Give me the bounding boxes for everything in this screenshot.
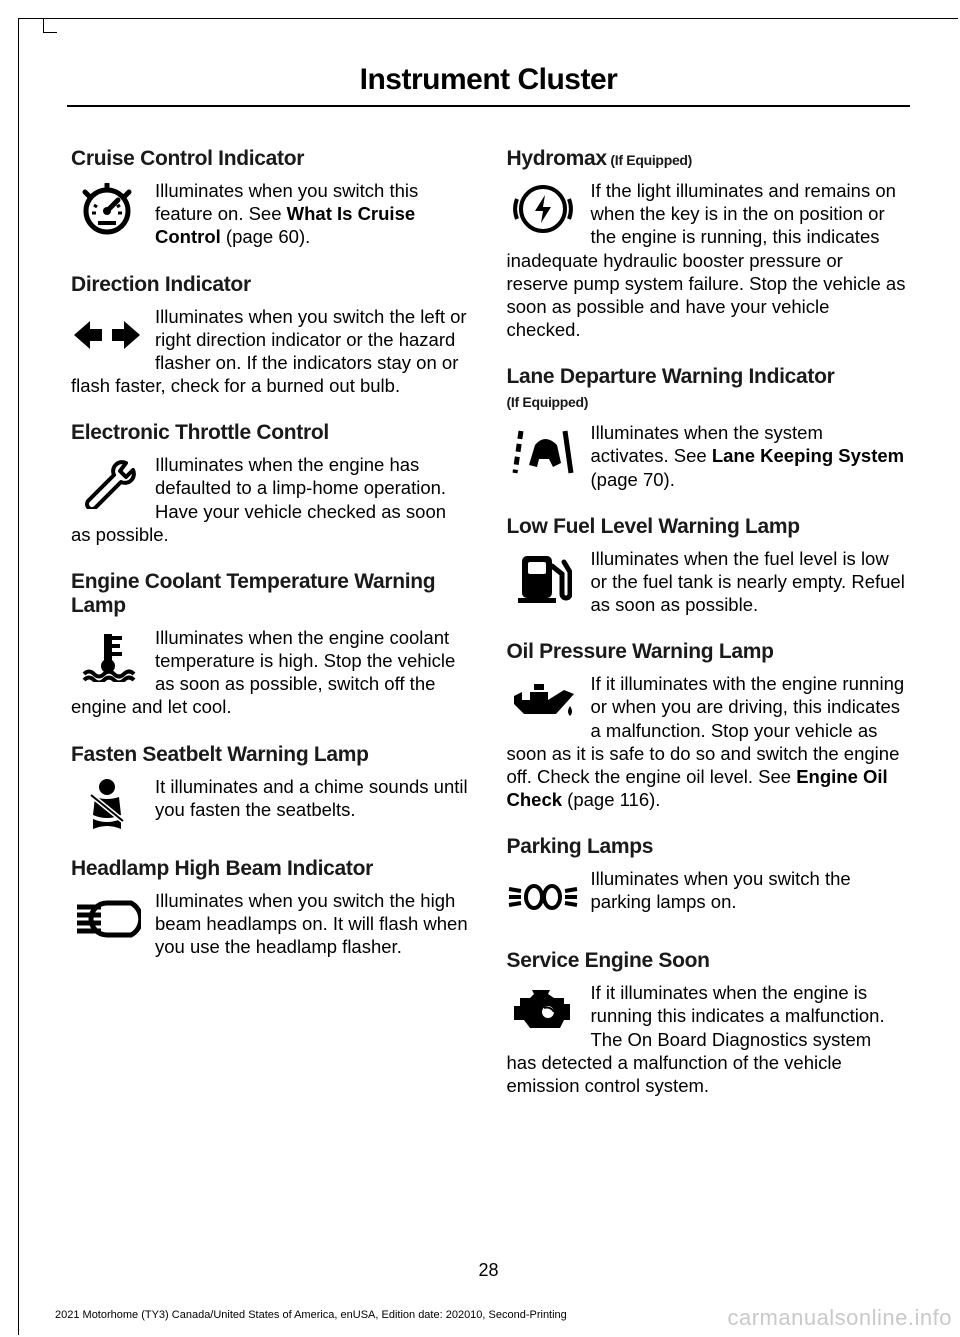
hydromax-icon — [507, 181, 579, 237]
parking-lamps-icon — [507, 869, 579, 925]
heading-hydromax-main: Hydromax — [507, 147, 607, 170]
heading-fuel: Low Fuel Level Warning Lamp — [507, 515, 907, 539]
heading-hydromax-sub: (If Equipped) — [607, 152, 692, 168]
text-lane-bold: Lane Keeping System — [712, 445, 904, 466]
heading-lane: Lane Departure Warning Indicator (If Equ… — [507, 365, 907, 413]
heading-direction: Direction Indicator — [71, 273, 471, 297]
oil-can-icon — [507, 674, 579, 730]
para-parking: Illuminates when you switch the parking … — [507, 867, 907, 925]
crop-mark — [43, 19, 57, 33]
para-throttle: Illuminates when the engine has defaulte… — [71, 453, 471, 546]
text-parking: Illuminates when you switch the parking … — [591, 868, 851, 912]
section-seatbelt: Fasten Seatbelt Warning Lamp It illumina… — [71, 743, 471, 833]
page-number: 28 — [19, 1260, 958, 1281]
lane-departure-icon — [507, 423, 579, 479]
heading-lane-sub: (If Equipped) — [507, 394, 589, 410]
check-engine-icon — [507, 983, 579, 1039]
footer-meta: 2021 Motorhome (TY3) Canada/United State… — [55, 1309, 567, 1321]
chapter-title: Instrument Cluster — [19, 63, 958, 97]
text-cruise-post: (page 60). — [221, 226, 310, 247]
left-column: Cruise Control Indicator — [71, 147, 471, 1121]
para-highbeam: Illuminates when you switch the high bea… — [71, 889, 471, 958]
para-service: If it illuminates when the engine is run… — [507, 981, 907, 1097]
heading-service: Service Engine Soon — [507, 949, 907, 973]
heading-highbeam: Headlamp High Beam Indicator — [71, 857, 471, 881]
heading-coolant: Engine Coolant Temperature Warning Lamp — [71, 570, 471, 618]
heading-parking: Parking Lamps — [507, 835, 907, 859]
page-header: Instrument Cluster — [19, 19, 958, 107]
para-seatbelt: It illuminates and a chime sounds until … — [71, 775, 471, 833]
section-fuel: Low Fuel Level Warning Lamp Illuminates … — [507, 515, 907, 617]
section-oil: Oil Pressure Warning Lamp If it illumina… — [507, 640, 907, 811]
para-direction: Illuminates when you switch the left or … — [71, 305, 471, 398]
text-fuel: Illuminates when the fuel level is low o… — [591, 548, 905, 615]
para-coolant: Illuminates when the engine coolant temp… — [71, 626, 471, 719]
text-seatbelt: It illuminates and a chime sounds until … — [155, 776, 468, 820]
section-service: Service Engine Soon If it illuminates wh… — [507, 949, 907, 1097]
section-parking: Parking Lamps — [507, 835, 907, 925]
heading-lane-main: Lane Departure Warning Indicator — [507, 365, 835, 388]
para-fuel: Illuminates when the fuel level is low o… — [507, 547, 907, 616]
heading-cruise: Cruise Control Indicator — [71, 147, 471, 171]
heading-throttle: Electronic Throttle Control — [71, 421, 471, 445]
section-direction: Direction Indicator Illuminates when you… — [71, 273, 471, 398]
content-columns: Cruise Control Indicator — [19, 107, 958, 1121]
direction-indicator-icon — [71, 307, 143, 363]
section-hydromax: Hydromax (If Equipped) If the light illu… — [507, 147, 907, 341]
section-cruise: Cruise Control Indicator — [71, 147, 471, 249]
cruise-control-icon — [71, 181, 143, 237]
section-highbeam: Headlamp High Beam Indicator Illuminates… — [71, 857, 471, 959]
watermark: carmanualsonline.info — [727, 1305, 952, 1331]
heading-seatbelt: Fasten Seatbelt Warning Lamp — [71, 743, 471, 767]
text-highbeam: Illuminates when you switch the high bea… — [155, 890, 468, 957]
seatbelt-icon — [71, 777, 143, 833]
para-hydromax: If the light illuminates and remains on … — [507, 179, 907, 341]
para-lane: Illuminates when the system activates. S… — [507, 421, 907, 490]
wrench-icon — [71, 455, 143, 511]
section-lane: Lane Departure Warning Indicator (If Equ… — [507, 365, 907, 491]
para-cruise: Illuminates when you switch this feature… — [71, 179, 471, 248]
high-beam-icon — [71, 891, 143, 947]
para-oil: If it illuminates with the engine runnin… — [507, 672, 907, 811]
heading-hydromax: Hydromax (If Equipped) — [507, 147, 907, 171]
heading-oil: Oil Pressure Warning Lamp — [507, 640, 907, 664]
text-lane-post: (page 70). — [591, 469, 675, 490]
fuel-icon — [507, 549, 579, 605]
page-frame: Instrument Cluster Cruise Control Indica… — [18, 18, 958, 1335]
section-throttle: Electronic Throttle Control Illuminates … — [71, 421, 471, 546]
text-oil-post: (page 116). — [562, 789, 660, 810]
coolant-temp-icon — [71, 628, 143, 684]
section-coolant: Engine Coolant Temperature Warning Lamp — [71, 570, 471, 719]
right-column: Hydromax (If Equipped) If the light illu… — [507, 147, 907, 1121]
